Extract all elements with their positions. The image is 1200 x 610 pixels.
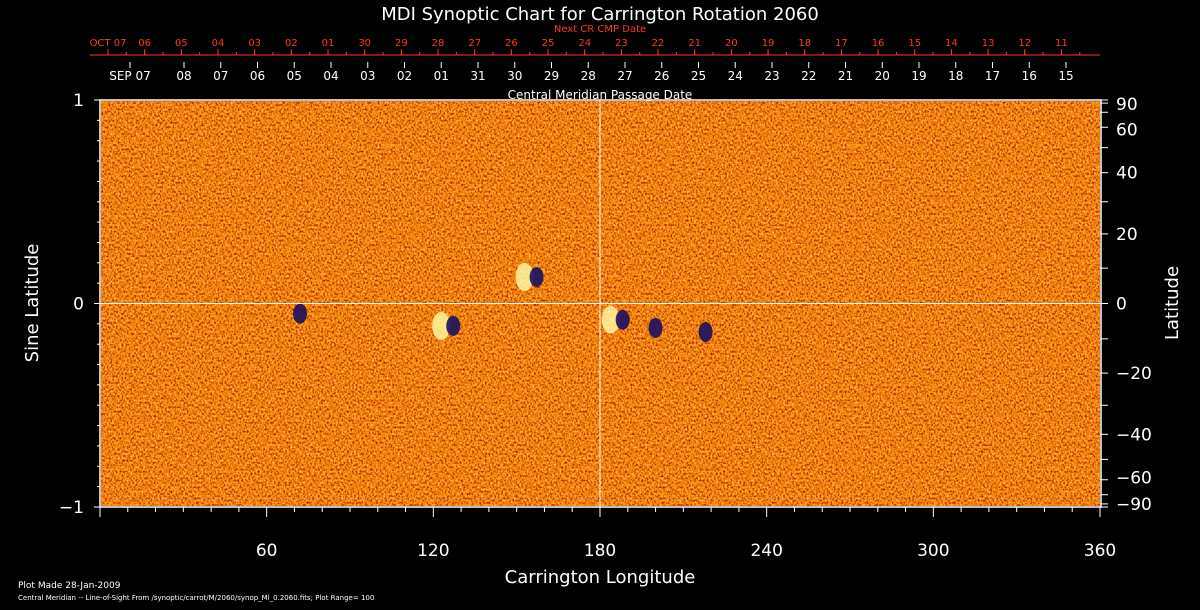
feature-positive-1: [432, 311, 451, 340]
cmp-date-label: 31: [470, 69, 485, 83]
next-cr-date-label: 22: [652, 38, 665, 49]
x-axis-label: Carrington Longitude: [505, 567, 696, 588]
next-cr-date-label: 20: [725, 38, 738, 49]
cmp-date-label: 15: [1058, 69, 1073, 83]
next-cr-date-label: 28: [432, 38, 445, 49]
next-cr-date-label: OCT 07: [90, 38, 127, 49]
cmp-date-label: 26: [654, 69, 669, 83]
cmp-date-label: 25: [691, 69, 706, 83]
feature-negative-0: [293, 303, 307, 324]
plot-made-note: Plot Made 28-Jan-2009: [18, 581, 121, 591]
y-right-tick-label: −90: [1116, 495, 1152, 515]
y-right-tick-label: 20: [1116, 225, 1138, 245]
next-cr-date-label: 06: [138, 38, 151, 49]
cmp-date-label: 06: [250, 69, 265, 83]
source-note: Central Meridian -- Line-of-Sight From /…: [18, 594, 374, 602]
next-cr-date-label: 15: [908, 38, 921, 49]
feature-negative-3: [615, 309, 630, 330]
cmp-date-label: 24: [728, 69, 743, 83]
cmp-date-label: 05: [287, 69, 302, 83]
feature-positive-3: [601, 305, 620, 334]
cmp-date-label: 17: [985, 69, 1000, 83]
cmp-date-label: 08: [176, 69, 191, 83]
cmp-date-label: 18: [948, 69, 963, 83]
next-cr-date-label: 11: [1055, 38, 1068, 49]
next-cr-date-label: 05: [175, 38, 188, 49]
y-left-tick-label: 0: [73, 295, 84, 315]
y-right-tick-label: −40: [1116, 425, 1152, 445]
y-axis-left-label: Sine Latitude: [22, 244, 43, 363]
feature-positive-2: [515, 263, 534, 292]
y-axis-right-label: Latitude: [1162, 266, 1183, 340]
y-right-tick-label: −20: [1116, 364, 1152, 384]
next-cr-axis-label: Next CR CMP Date: [554, 24, 646, 35]
y-right-tick-label: −60: [1116, 469, 1152, 489]
feature-negative-1: [446, 315, 461, 336]
next-cr-date-label: 02: [285, 38, 298, 49]
active-regions: [293, 263, 713, 342]
next-cr-date-label: 24: [578, 38, 591, 49]
next-cr-date-axis: OCT 07 06 05 04 03 02 01 30 29 28 27 26 25 24 23 22 21 20…: [90, 38, 1100, 56]
cmp-axis-label: Central Meridian Passage Date: [508, 88, 693, 102]
cmp-date-label: 02: [397, 69, 412, 83]
next-cr-date-label: 16: [872, 38, 885, 49]
cmp-date-label: 22: [801, 69, 816, 83]
y-left-tick-label: 1: [73, 91, 84, 111]
next-cr-date-label: 17: [835, 38, 848, 49]
next-cr-date-label: 23: [615, 38, 628, 49]
cmp-date-label: 29: [544, 69, 559, 83]
cmp-date-label: 04: [323, 69, 338, 83]
next-cr-date-label: 25: [542, 38, 555, 49]
cmp-date-axis: SEP 07 08 07 06 05 04 03 02 01 31 30 29 28 27 26 25 24 23…: [109, 62, 1074, 83]
cmp-date-label: 21: [838, 69, 853, 83]
next-cr-date-label: 30: [358, 38, 371, 49]
chart-title: MDI Synoptic Chart for Carrington Rotati…: [381, 4, 819, 25]
next-cr-date-label: 13: [982, 38, 995, 49]
y-axis-left: −1 0 1: [59, 91, 100, 518]
cmp-date-label: 07: [213, 69, 228, 83]
x-axis: 60 120 180 240 300 360: [99, 507, 1116, 561]
next-cr-date-label: 21: [688, 38, 701, 49]
next-cr-date-label: 27: [468, 38, 481, 49]
x-tick-label: 120: [417, 541, 449, 561]
next-cr-date-label: 19: [762, 38, 775, 49]
feature-negative-4: [648, 317, 663, 338]
y-right-tick-label: 40: [1116, 164, 1138, 184]
y-axis-right: 90 60 40 20 0 −20 −40 −60 −90: [1100, 95, 1152, 515]
y-right-tick-label: 90: [1116, 95, 1138, 115]
next-cr-date-label: 29: [395, 38, 408, 49]
next-cr-date-label: 04: [212, 38, 225, 49]
x-tick-label: 240: [750, 541, 782, 561]
y-right-tick-label: 60: [1116, 120, 1138, 140]
x-tick-label: 180: [584, 541, 616, 561]
next-cr-date-label: 01: [322, 38, 335, 49]
cmp-date-label: 20: [875, 69, 890, 83]
cmp-date-label: 30: [507, 69, 522, 83]
y-left-tick-label: −1: [59, 498, 84, 518]
cmp-date-label: 19: [911, 69, 926, 83]
cmp-date-label: 27: [617, 69, 632, 83]
next-cr-date-label: 18: [798, 38, 811, 49]
next-cr-date-label: 12: [1018, 38, 1031, 49]
next-cr-date-label: 14: [945, 38, 958, 49]
next-cr-date-label: 26: [505, 38, 518, 49]
feature-negative-5: [698, 321, 713, 342]
cmp-date-label: SEP 07: [109, 69, 151, 83]
cmp-date-label: 03: [360, 69, 375, 83]
x-tick-label: 360: [1084, 541, 1116, 561]
next-cr-date-label: 03: [248, 38, 261, 49]
feature-negative-2: [529, 267, 544, 288]
cmp-date-label: 16: [1022, 69, 1037, 83]
x-tick-label: 300: [917, 541, 949, 561]
cmp-date-label: 28: [581, 69, 596, 83]
cmp-date-label: 23: [764, 69, 779, 83]
y-right-tick-label: 0: [1116, 295, 1127, 315]
x-tick-label: 60: [256, 541, 278, 561]
cmp-date-label: 01: [434, 69, 449, 83]
